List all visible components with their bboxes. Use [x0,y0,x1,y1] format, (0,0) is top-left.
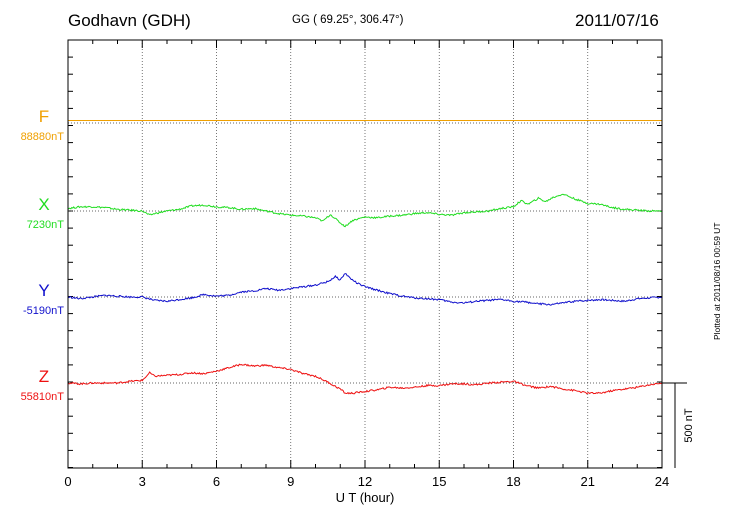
data-traces [67,120,663,395]
baseline-value-z: 55810nT [21,391,65,403]
plot-date: 2011/07/16 [575,11,659,30]
x-tick-label: 18 [506,474,520,489]
plot-frame [67,39,663,469]
station-title: Godhavn (GDH) [68,11,191,30]
x-tick-label: 0 [64,474,71,489]
trace-x [67,193,663,228]
x-tick-label: 6 [213,474,220,489]
x-tick-labels: 0 3 6 9 12 15 18 21 24 [64,474,669,489]
x-tick-label: 24 [655,474,669,489]
x-tick-label: 15 [432,474,446,489]
x-tick-label: 12 [358,474,372,489]
x-tick-label: 21 [581,474,595,489]
baseline-value-y: -5190nT [23,305,64,317]
series-name-x: X [38,195,49,214]
component-labels: F 88880nT X 7230nT Y -5190nT Z 55810nT [21,107,65,403]
x-tick-label: 9 [287,474,294,489]
series-name-y: Y [38,281,49,300]
trace-y [67,273,663,306]
axis-ticks [67,39,663,468]
scale-bar: 500 nT [662,382,695,468]
series-name-z: Z [39,367,49,386]
scale-bar-label: 500 nT [683,408,695,443]
baseline-value-x: 7230nT [27,219,65,231]
grid-lines [141,40,589,468]
x-axis-label: U T (hour) [336,490,395,505]
trace-z [67,363,663,395]
baseline-value-f: 88880nT [21,131,65,143]
series-name-f: F [39,107,49,126]
geographic-coordinates: GG ( 69.25°, 306.47°) [292,14,404,26]
x-tick-label: 3 [139,474,146,489]
